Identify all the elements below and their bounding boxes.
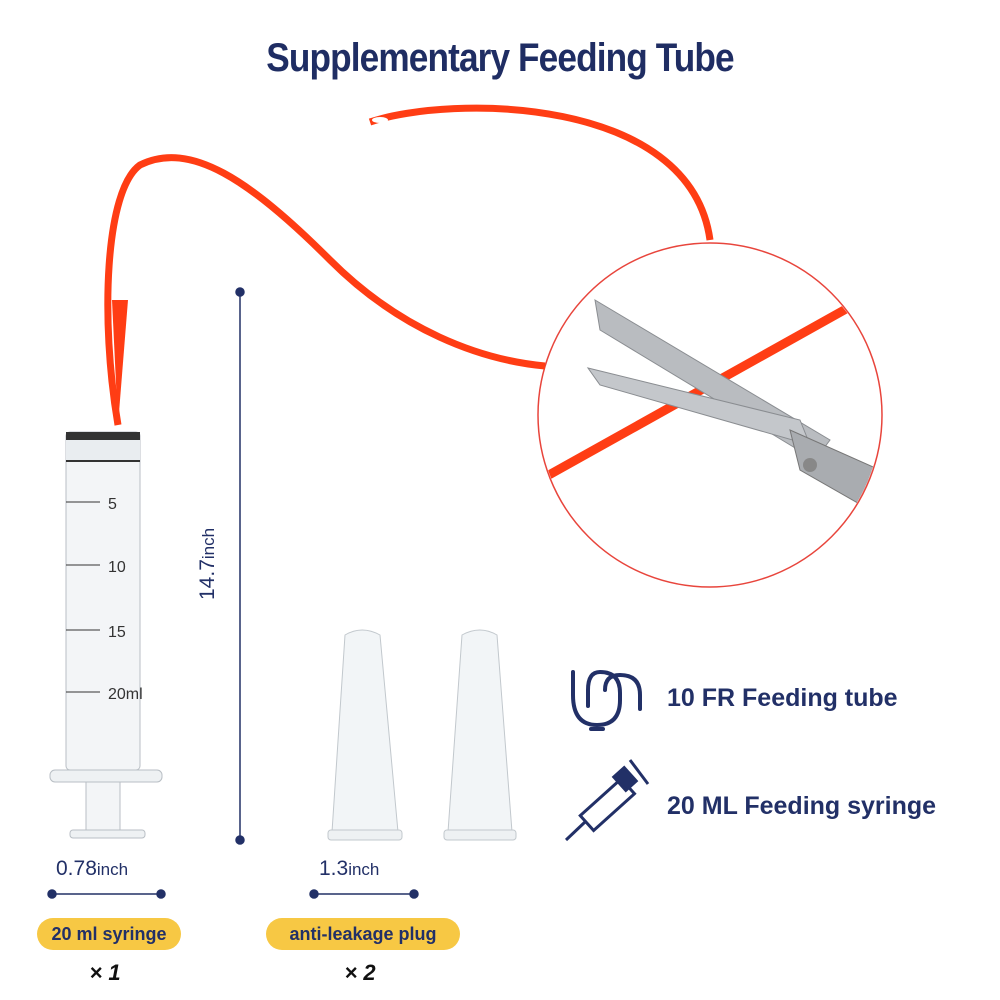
tube-icon <box>571 669 642 731</box>
feeding-tube <box>104 154 546 426</box>
dimension-lines <box>47 287 419 899</box>
syringe-quantity: × 1 <box>89 960 121 985</box>
scale-label: 10 <box>108 559 126 576</box>
scale-label: 5 <box>108 496 117 513</box>
plug-width-label: 1.3inch <box>319 857 379 881</box>
anti-leakage-plug-image <box>327 629 517 841</box>
dim-unit: inch <box>199 527 218 560</box>
syringe-width-label: 0.78inch <box>56 857 128 881</box>
syringe-image: 5 10 15 20ml <box>49 431 163 839</box>
syringe-icon <box>564 759 650 842</box>
plug-quantity: × 2 <box>344 960 376 985</box>
component-badge-syringe: 20 ml syringe <box>37 918 181 950</box>
dim-value: 14.7 <box>196 559 219 600</box>
dim-unit: inch <box>348 860 380 879</box>
scale-label: 20ml <box>108 686 143 703</box>
dim-unit: inch <box>96 860 129 879</box>
zoom-detail-circle <box>537 242 883 588</box>
dim-value: 1.3 <box>319 857 349 880</box>
feature-tube: 10 FR Feeding tube <box>667 684 898 712</box>
page-title: Supplementary Feeding Tube <box>266 36 734 80</box>
scissors-pivot <box>803 458 817 472</box>
component-badge-plug: anti-leakage plug <box>266 918 460 950</box>
feeding-tube-tip <box>368 104 714 241</box>
dim-value: 0.78 <box>56 857 97 880</box>
feature-syringe: 20 ML Feeding syringe <box>667 792 937 820</box>
scale-label: 15 <box>108 624 126 641</box>
tube-length-label: 14.7inch <box>196 528 220 600</box>
